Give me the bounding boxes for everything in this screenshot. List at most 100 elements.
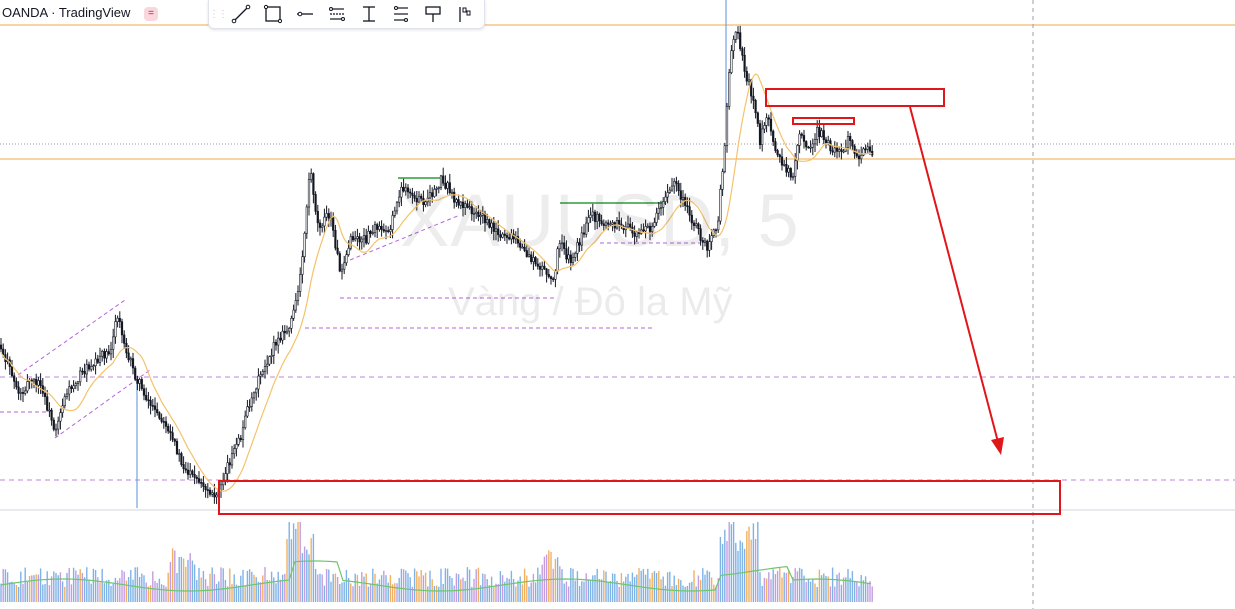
candle-body xyxy=(578,242,581,246)
trend-line-icon[interactable] xyxy=(225,1,257,27)
candle-body xyxy=(851,140,854,147)
candle-body xyxy=(534,257,537,265)
candle-body xyxy=(296,291,300,301)
candle-body xyxy=(486,219,489,224)
candle-body xyxy=(602,223,605,226)
candle-body xyxy=(822,130,825,141)
candle-body xyxy=(283,330,286,334)
candle-body xyxy=(554,270,557,280)
arrow-head-icon xyxy=(991,437,1004,455)
candle-body xyxy=(48,409,51,412)
candle-body xyxy=(314,194,317,212)
candle-body xyxy=(294,300,297,311)
rectangle-icon[interactable] xyxy=(257,1,289,27)
candle-body xyxy=(354,238,357,241)
candle-body xyxy=(494,228,498,232)
candle-body xyxy=(459,201,462,206)
candle-body xyxy=(387,230,390,232)
moving-average xyxy=(0,73,873,492)
candle-body xyxy=(754,100,757,114)
candle-body xyxy=(184,468,187,471)
candle-body xyxy=(57,420,60,430)
drag-handle-icon[interactable]: ⋮⋮ xyxy=(209,8,228,20)
candle-body xyxy=(114,321,117,338)
candle-body xyxy=(17,386,20,394)
candle-body xyxy=(835,147,839,152)
candle-body xyxy=(389,229,392,232)
channel-line xyxy=(54,369,151,439)
candle-body xyxy=(699,228,702,241)
candle-body xyxy=(470,206,473,215)
candle-body xyxy=(433,189,436,197)
candle-body xyxy=(92,365,95,367)
candle-body xyxy=(424,201,427,205)
candle-body xyxy=(10,366,14,377)
volume-histogram xyxy=(0,522,873,602)
candle-body xyxy=(503,233,506,236)
candle-body xyxy=(730,50,733,73)
candle-body xyxy=(76,381,80,384)
candle-body xyxy=(767,117,770,120)
candle-body xyxy=(571,256,575,264)
candle-body xyxy=(197,478,201,483)
candle-body xyxy=(107,351,110,355)
candle-body xyxy=(224,473,227,481)
candle-body xyxy=(598,213,601,222)
candle-body xyxy=(270,355,273,357)
candle-body xyxy=(501,233,504,238)
candle-body xyxy=(417,195,421,203)
vertical-range-icon[interactable] xyxy=(353,1,385,27)
candle-body xyxy=(798,133,801,146)
candle-body xyxy=(569,254,572,264)
candle-body xyxy=(675,181,678,184)
candle-body xyxy=(547,274,550,277)
candle-body xyxy=(585,222,588,235)
candle-body xyxy=(710,235,713,242)
candle-body xyxy=(653,222,656,227)
candle-body xyxy=(488,219,491,228)
fib-retracement-icon[interactable] xyxy=(385,1,417,27)
resistance-zone-box xyxy=(765,88,945,107)
callout-icon[interactable] xyxy=(417,1,449,27)
candle-body xyxy=(268,356,271,365)
candle-body xyxy=(446,182,449,189)
candle-body xyxy=(101,350,104,357)
candle-body xyxy=(83,371,86,375)
candle-body xyxy=(688,206,691,216)
candle-body xyxy=(611,222,614,225)
candle-body xyxy=(204,486,207,490)
candle-body xyxy=(673,181,676,187)
equals-icon[interactable]: = xyxy=(144,7,158,21)
candle-body xyxy=(827,140,830,144)
flag-icon[interactable] xyxy=(449,1,481,27)
candle-body xyxy=(211,492,214,495)
candle-body xyxy=(657,207,660,214)
candle-body xyxy=(565,248,568,260)
candle-body xyxy=(543,265,546,270)
candle-body xyxy=(129,358,132,361)
candle-body xyxy=(706,240,709,251)
candle-body xyxy=(552,278,555,281)
candle-body xyxy=(692,222,696,226)
candle-body xyxy=(142,388,146,396)
candle-body xyxy=(840,149,843,152)
candle-body xyxy=(230,453,234,466)
candle-body xyxy=(175,441,179,455)
candle-body xyxy=(723,145,726,172)
candle-body xyxy=(241,427,245,441)
candle-body xyxy=(593,211,597,222)
parallel-channel-icon[interactable] xyxy=(321,1,353,27)
candle-body xyxy=(732,39,735,51)
candle-body xyxy=(208,489,212,495)
candle-body xyxy=(90,366,93,370)
candle-body xyxy=(395,201,399,212)
candle-body xyxy=(816,127,819,140)
candle-body xyxy=(413,195,416,199)
user-drawings[interactable] xyxy=(218,88,1061,515)
candle-body xyxy=(250,397,253,407)
candle-body xyxy=(719,189,722,222)
horizontal-ray-icon[interactable] xyxy=(289,1,321,27)
candle-body xyxy=(39,380,42,386)
candle-body xyxy=(153,405,157,410)
